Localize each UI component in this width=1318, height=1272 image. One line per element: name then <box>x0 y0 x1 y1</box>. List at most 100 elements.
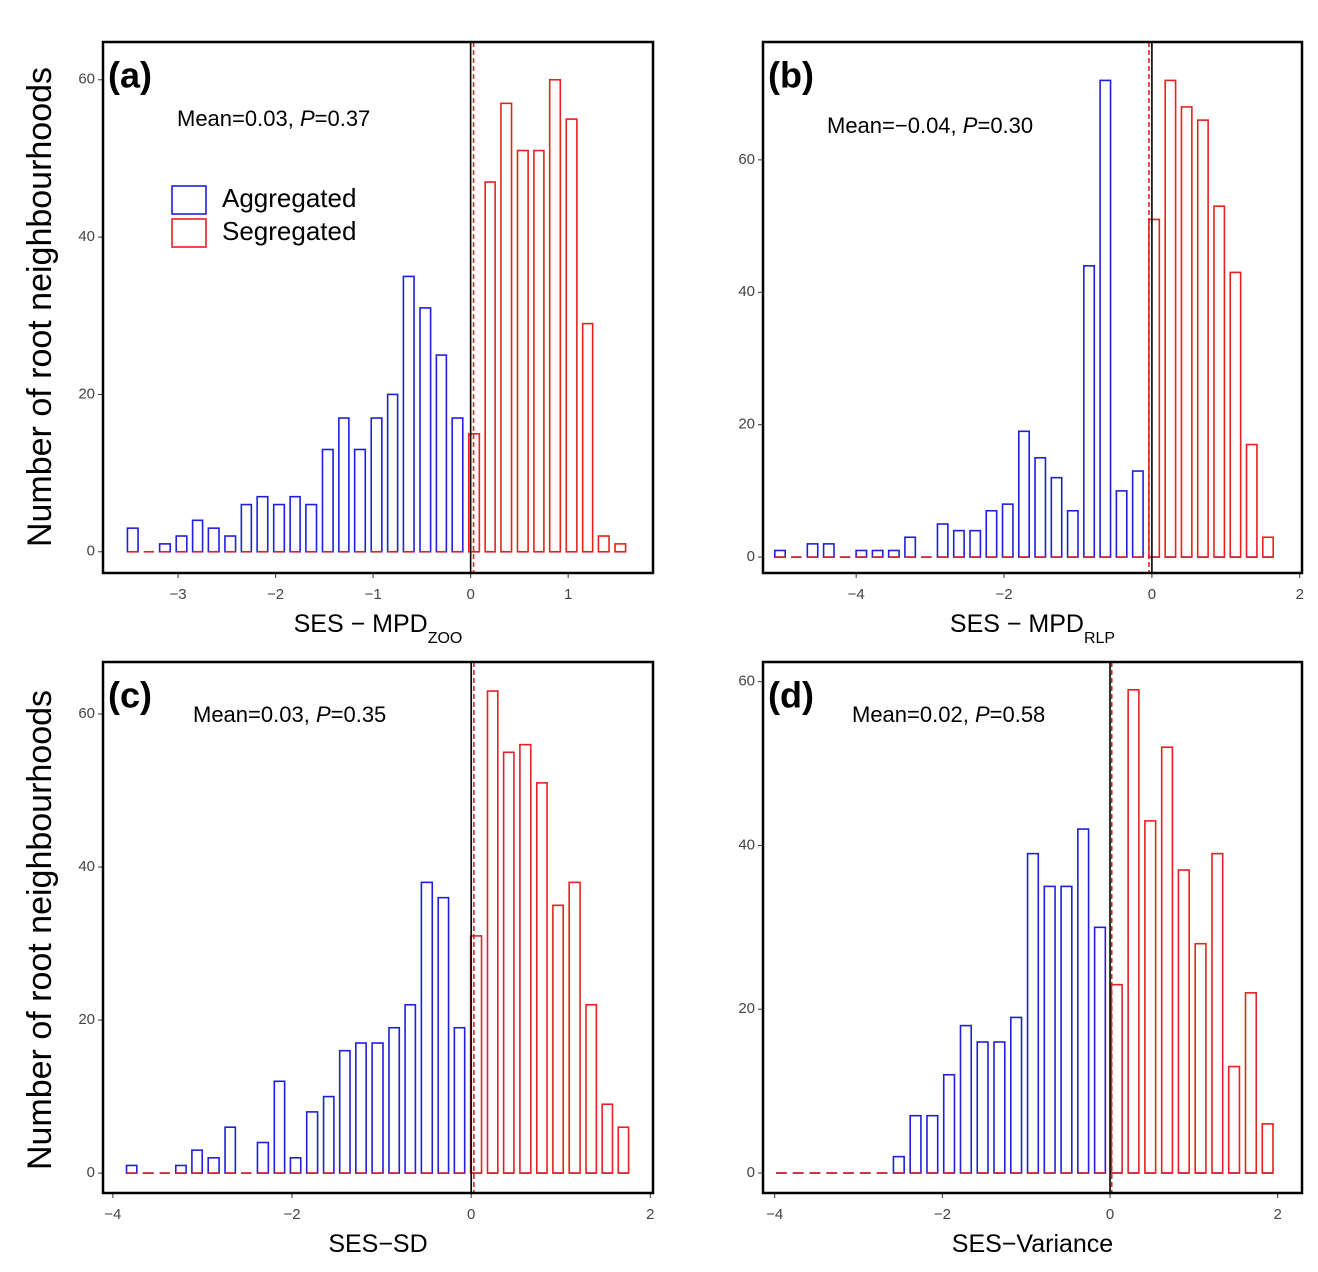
bar <box>1177 869 1190 1174</box>
bar <box>467 432 481 553</box>
bar <box>1144 820 1157 1174</box>
bar <box>453 1026 466 1174</box>
annotation: Mean=0.03, P=0.37 <box>177 106 370 131</box>
bar <box>338 417 350 553</box>
bar <box>1060 885 1073 1174</box>
bar <box>338 1049 351 1174</box>
bar <box>1213 205 1226 558</box>
x-axis-label-main: SES − MPD <box>950 610 1084 638</box>
annotation-part: Mean=0.03, <box>193 702 316 727</box>
bar <box>1244 992 1258 1174</box>
bar <box>240 503 253 553</box>
bar <box>191 1149 204 1174</box>
bar <box>871 549 884 558</box>
x-axis-label-main: SES−Variance <box>952 1230 1113 1258</box>
plot-frame <box>101 660 655 1195</box>
bar <box>484 181 496 553</box>
bar <box>1009 1016 1023 1174</box>
bar <box>370 417 383 553</box>
y-tick-label: 0 <box>87 543 95 560</box>
bar <box>404 1003 417 1174</box>
bar <box>1001 503 1014 558</box>
bar <box>822 543 835 558</box>
bar <box>435 354 448 553</box>
y-tick-label: 20 <box>738 416 755 433</box>
bar <box>1017 430 1031 558</box>
bar <box>855 549 868 558</box>
annotation-part: P <box>963 113 978 138</box>
bar <box>305 503 318 553</box>
annotation-part: P <box>300 106 315 131</box>
annotation-part: P <box>975 702 990 727</box>
bar <box>1194 942 1207 1174</box>
bar <box>305 1111 319 1174</box>
x-axis-label: SES − MPDRLP <box>950 610 1115 648</box>
panel-label: (c) <box>108 675 152 716</box>
y-tick-label: 20 <box>78 1011 95 1028</box>
panel-label: (a) <box>108 55 152 96</box>
bar <box>1160 746 1174 1174</box>
annotation: Mean=0.03, P=0.35 <box>193 702 386 727</box>
y-tick-label: 0 <box>747 548 755 565</box>
x-axis-label: SES − MPDZOO <box>294 610 463 648</box>
legend-label: Segregated <box>222 216 356 246</box>
bar <box>568 881 581 1174</box>
bar <box>552 904 565 1174</box>
bar <box>1034 456 1047 558</box>
bar <box>419 307 432 553</box>
bar <box>224 535 237 553</box>
bar <box>1093 926 1107 1174</box>
bar <box>976 1041 989 1174</box>
bar <box>1227 1065 1241 1174</box>
bar <box>451 417 464 553</box>
y-tick-label: 0 <box>747 1164 755 1181</box>
bar <box>1131 470 1144 558</box>
bar <box>942 1073 956 1174</box>
bar <box>371 1042 384 1174</box>
x-tick-label: −2 <box>283 1206 300 1223</box>
y-tick-label: 0 <box>87 1164 95 1181</box>
bar <box>321 448 334 553</box>
x-axis-label-main: SES−SD <box>328 1230 427 1258</box>
annotation-part: =0.35 <box>331 702 387 727</box>
bar <box>936 523 949 558</box>
bar <box>388 1026 401 1174</box>
bar <box>614 543 627 553</box>
x-tick-label: −4 <box>766 1206 783 1223</box>
bar <box>256 1141 270 1174</box>
annotation-part: =0.30 <box>977 113 1033 138</box>
legend-label: Aggregated <box>222 183 356 213</box>
x-axis-label-main: SES − MPD <box>294 610 428 638</box>
bar <box>272 503 286 553</box>
y-tick-label: 60 <box>78 705 95 722</box>
bar <box>437 896 450 1174</box>
bar <box>1261 536 1274 558</box>
bar <box>256 495 269 553</box>
bar <box>985 509 998 558</box>
x-axis-label-sub: ZOO <box>428 630 463 647</box>
x-tick-label: −2 <box>995 586 1012 603</box>
bar <box>1245 443 1258 558</box>
bar <box>355 1042 367 1174</box>
y-tick-label: 40 <box>78 858 95 875</box>
bar <box>601 1103 614 1174</box>
bar <box>402 275 415 553</box>
x-tick-label: 0 <box>467 1206 475 1223</box>
x-axis-label: SES−Variance <box>952 1230 1113 1258</box>
bar <box>1211 852 1224 1174</box>
bar <box>565 118 578 553</box>
y-tick-label: 60 <box>738 673 755 690</box>
y-tick-label: 60 <box>738 151 755 168</box>
bar <box>1115 490 1128 558</box>
x-tick-label: −1 <box>365 586 382 603</box>
bar <box>1077 828 1090 1174</box>
x-tick-label: −2 <box>934 1206 951 1223</box>
y-tick-label: 40 <box>78 228 95 245</box>
x-tick-label: −3 <box>170 586 187 603</box>
annotation-part: Mean=0.03, <box>177 106 300 131</box>
bar <box>1261 1123 1274 1174</box>
bar <box>585 1003 598 1174</box>
annotation-part: Mean=−0.04, <box>827 113 963 138</box>
bar <box>469 935 483 1174</box>
x-tick-label: −4 <box>848 586 865 603</box>
